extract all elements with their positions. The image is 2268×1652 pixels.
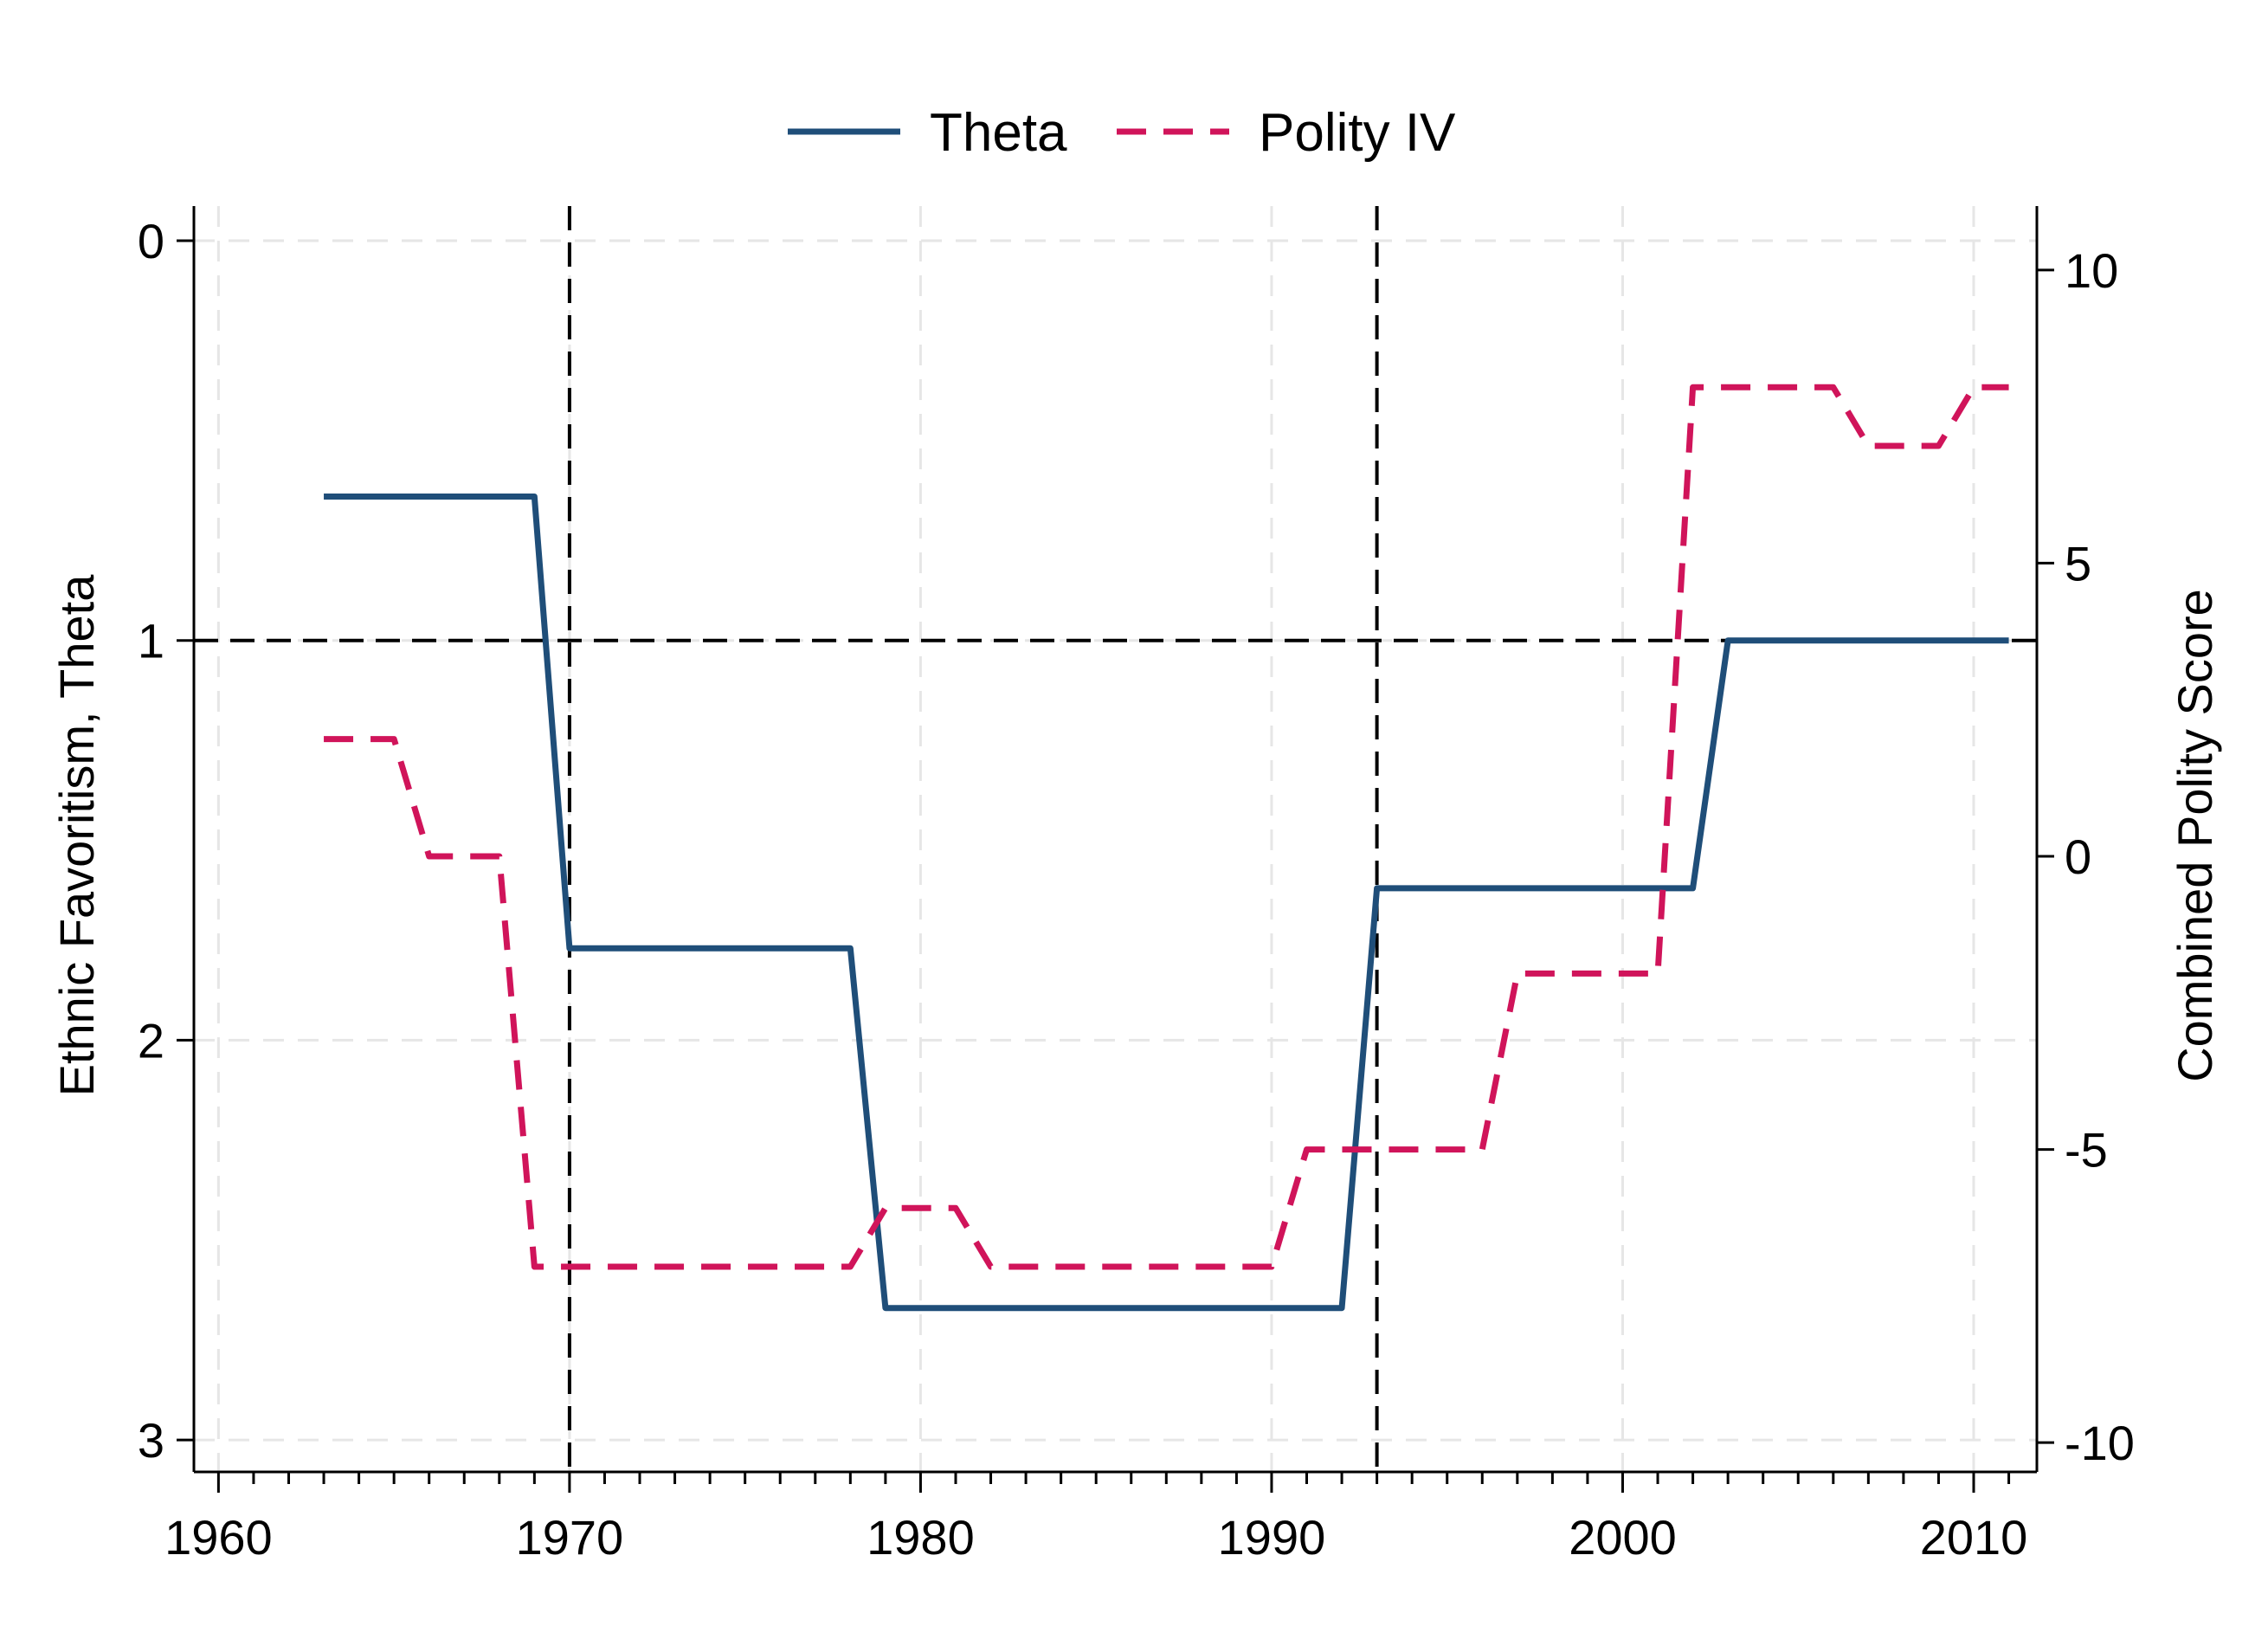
y-right-tick-label--10: -10 — [2065, 1416, 2135, 1470]
x-tick-label-1970: 1970 — [516, 1510, 624, 1565]
y-right-tick-label--5: -5 — [2065, 1123, 2108, 1178]
x-tick-label-2010: 2010 — [1920, 1510, 2028, 1565]
x-tick-label-1990: 1990 — [1218, 1510, 1326, 1565]
y-left-tick-label-1: 1 — [138, 614, 164, 668]
x-tick-label-1980: 1980 — [867, 1510, 975, 1565]
y-left-tick-label-2: 2 — [138, 1013, 164, 1068]
y-left-tick-label-0: 0 — [138, 214, 164, 268]
axes — [192, 206, 2039, 1474]
legend-label-theta: Theta — [930, 103, 1067, 163]
y-left-tick-label-3: 3 — [138, 1413, 164, 1468]
series-line-theta — [324, 493, 2009, 1312]
x-tick-label-2000: 2000 — [1569, 1510, 1677, 1565]
x-tick-label-1960: 1960 — [164, 1510, 273, 1565]
y-right-tick-label-0: 0 — [2065, 829, 2091, 884]
legend: Theta Polity IV — [788, 103, 1456, 163]
reference-lines — [194, 206, 2037, 1472]
series-line-polity-iv — [324, 384, 2009, 1270]
grid-lines — [194, 206, 2037, 1472]
y-axis-right-label: Combined Polity Score — [2168, 589, 2222, 1082]
legend-label-polity: Polity IV — [1259, 103, 1456, 163]
tick-layer: 1960 1970 1980 1990 2000 2010 0 1 2 3 10 5 0 -5 -10 — [138, 214, 2135, 1565]
y-right-tick-label-10: 10 — [2065, 243, 2118, 298]
y-axis-left-label: Ethnic Favoritism, Theta — [49, 574, 104, 1097]
y-right-tick-label-5: 5 — [2065, 536, 2091, 590]
series-layer — [324, 384, 2009, 1312]
